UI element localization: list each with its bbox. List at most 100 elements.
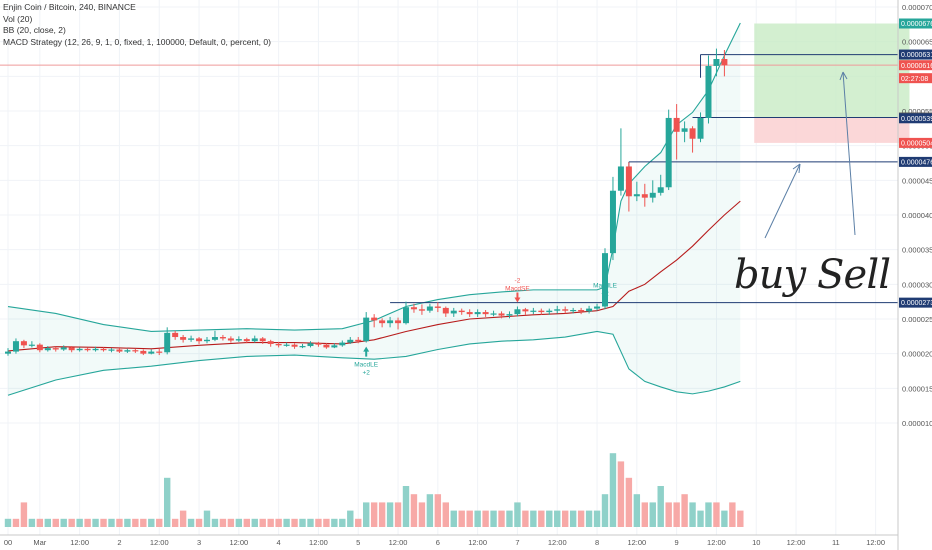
candle-up: [586, 308, 593, 312]
candle-down: [140, 350, 147, 354]
signal-amount: +2: [362, 370, 370, 377]
time-tick-label: 12:00: [309, 538, 328, 547]
volume-bar: [187, 518, 195, 527]
price-tag: [899, 297, 932, 308]
volume-bar: [171, 518, 179, 527]
candle-up: [363, 317, 370, 342]
signal-amount: -2: [515, 278, 521, 285]
volume-bar: [689, 502, 696, 527]
candle-up: [506, 314, 513, 316]
volume-bars: [4, 453, 744, 527]
candle-up: [188, 338, 195, 340]
candle-up: [299, 346, 306, 348]
volume-bar: [219, 518, 227, 527]
volume-bar: [179, 510, 187, 527]
drawn-arrow-sell[interactable]: [842, 71, 856, 236]
volume-bar: [116, 518, 123, 527]
price-tag: [899, 73, 932, 84]
volume-bar: [92, 518, 99, 527]
volume-bar: [585, 510, 593, 527]
candle-up: [490, 313, 497, 315]
candle-up: [450, 310, 457, 314]
price-tag: [899, 137, 932, 148]
candle-down: [625, 166, 632, 197]
candle-up: [633, 194, 640, 197]
candle-down: [196, 338, 203, 342]
drawn-arrow-up[interactable]: [764, 163, 801, 239]
time-tick-label: Mar: [33, 538, 46, 547]
candle-up: [681, 128, 688, 132]
candle-up: [339, 342, 346, 346]
candle-down: [156, 351, 163, 353]
volume-bar: [609, 453, 617, 527]
price-tick-label: 0.00002000: [902, 350, 932, 359]
candle-down: [673, 117, 680, 132]
stop-zone[interactable]: [754, 117, 910, 143]
volume-bar: [108, 518, 115, 527]
candle-up: [713, 59, 720, 66]
volume-bar: [410, 494, 418, 527]
candle-up: [697, 117, 704, 139]
candle-up: [211, 337, 218, 340]
volume-bar: [28, 518, 36, 527]
volume-bar: [673, 502, 680, 527]
candle-up: [474, 312, 481, 315]
time-tick-label: 12:00: [627, 538, 646, 547]
volume-bar: [466, 510, 473, 527]
price-tick-label: 0.00004500: [902, 176, 932, 185]
long-position-tool[interactable]: [754, 23, 910, 143]
volume-bar: [737, 510, 744, 527]
bollinger-indicator-label[interactable]: BB (20, close, 2): [3, 25, 66, 35]
target-zone[interactable]: [754, 23, 910, 118]
volume-bar: [275, 518, 282, 527]
candle-down: [84, 348, 91, 351]
price-tick-label: 0.00005500: [902, 107, 932, 116]
volume-bar: [20, 502, 28, 527]
volume-bar: [729, 502, 736, 527]
candle-down: [538, 310, 545, 313]
volume-bar: [522, 510, 529, 527]
long-entry-arrow-icon: [363, 346, 370, 357]
time-axis[interactable]: 00 Mar 12:00 2 12:00 3 12:00 4 12:00 5 12:00 6 12:00…: [4, 538, 885, 547]
candle-down: [100, 348, 107, 351]
volume-bar: [124, 518, 131, 527]
price-tag-label: 0.00005040: [901, 140, 932, 147]
time-tick-label: 11: [832, 538, 840, 547]
candle-up: [657, 187, 664, 193]
time-tick-label: 4: [277, 538, 281, 547]
price-tag: [899, 113, 932, 124]
price-tag-label: 0.00004766: [901, 159, 932, 166]
candle-up: [514, 309, 521, 315]
volume-bar: [68, 518, 75, 527]
candle-up: [594, 306, 601, 309]
volume-bar: [363, 502, 370, 527]
plot-background: [0, 0, 898, 535]
volume-bar: [530, 510, 537, 527]
horizontal-levels[interactable]: [0, 54, 898, 304]
volume-bar: [291, 518, 298, 527]
candle-up: [617, 166, 624, 191]
price-tag-label: 0.00005395: [901, 116, 932, 123]
candle-down: [522, 309, 529, 312]
volume-bar: [339, 518, 346, 527]
candle-down: [259, 338, 266, 342]
symbol-title[interactable]: Enjin Coin / Bitcoin, 240, BINANCE: [3, 2, 136, 12]
volume-bar: [546, 510, 553, 527]
volume-indicator-label[interactable]: Vol (20): [3, 13, 33, 24]
candle-up: [5, 351, 11, 354]
hand-drawings[interactable]: buy Sell: [734, 71, 894, 298]
time-tick-label: 12:00: [548, 538, 567, 547]
candle-up: [92, 348, 99, 351]
strategy-label[interactable]: MACD Strategy (12, 26, 9, 1, 0, fixed, 1…: [3, 36, 271, 47]
candle-down: [36, 344, 43, 351]
volume-bar: [243, 518, 250, 527]
volume-bar: [386, 502, 394, 527]
candle-down: [578, 309, 585, 312]
candle-down: [227, 338, 234, 341]
candle-up: [283, 344, 290, 346]
short-entry-arrow-icon: [514, 292, 521, 303]
volume-bar: [148, 518, 155, 527]
candle-up: [251, 338, 258, 342]
